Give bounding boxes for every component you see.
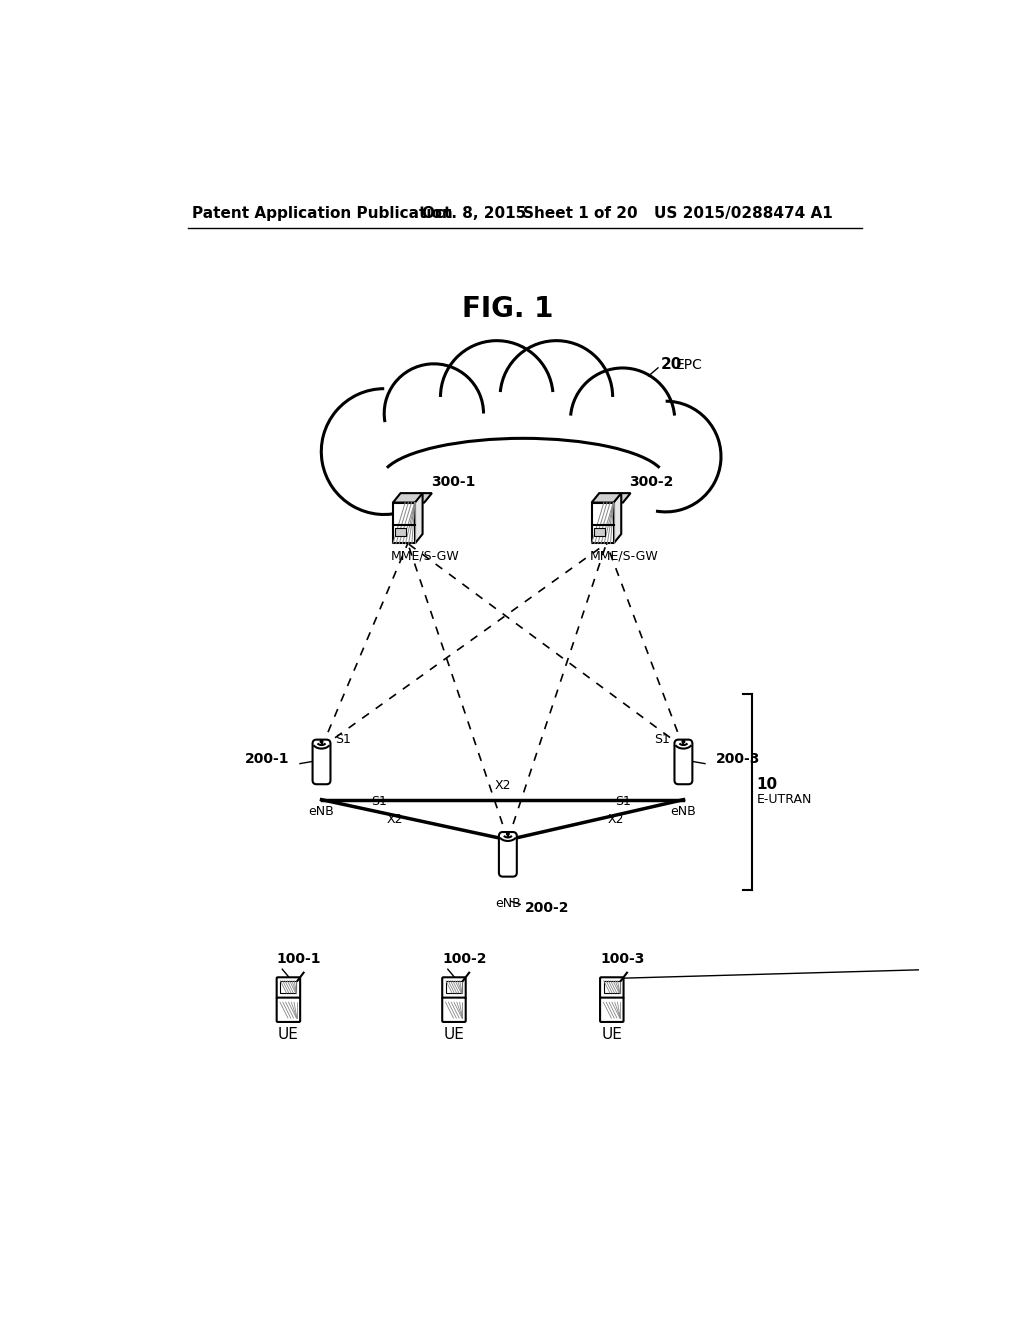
Text: Sheet 1 of 20: Sheet 1 of 20 — [523, 206, 638, 222]
Circle shape — [324, 391, 445, 512]
Bar — [281, 981, 297, 993]
Circle shape — [572, 370, 673, 471]
Bar — [445, 981, 462, 993]
Text: S1: S1 — [653, 733, 670, 746]
Text: 300-1: 300-1 — [431, 475, 475, 488]
Text: US 2015/0288474 A1: US 2015/0288474 A1 — [654, 206, 833, 222]
Text: eNB: eNB — [495, 898, 521, 911]
Text: 200-2: 200-2 — [524, 902, 569, 915]
Ellipse shape — [378, 400, 669, 520]
FancyBboxPatch shape — [675, 739, 692, 784]
Text: UE: UE — [443, 1027, 465, 1041]
FancyBboxPatch shape — [276, 998, 300, 1022]
Text: MME/S-GW: MME/S-GW — [590, 549, 658, 562]
Text: 20: 20 — [660, 358, 682, 372]
Circle shape — [442, 342, 551, 451]
Text: 200-1: 200-1 — [245, 752, 289, 766]
FancyBboxPatch shape — [600, 998, 624, 1022]
Circle shape — [507, 833, 509, 836]
Text: EPC: EPC — [676, 358, 702, 372]
Text: Patent Application Publication: Patent Application Publication — [193, 206, 453, 222]
FancyBboxPatch shape — [600, 977, 624, 999]
Text: 100-3: 100-3 — [600, 952, 645, 966]
Text: 200-3: 200-3 — [716, 752, 760, 766]
Bar — [594, 528, 605, 536]
Text: Oct. 8, 2015: Oct. 8, 2015 — [422, 206, 526, 222]
Bar — [592, 503, 613, 544]
FancyBboxPatch shape — [442, 998, 466, 1022]
FancyBboxPatch shape — [499, 832, 517, 876]
Text: 300-2: 300-2 — [630, 475, 674, 488]
Text: S1: S1 — [336, 733, 351, 746]
Polygon shape — [592, 494, 631, 503]
Circle shape — [321, 741, 323, 743]
Text: X2: X2 — [387, 813, 403, 826]
Circle shape — [682, 741, 685, 743]
Text: MME/S-GW: MME/S-GW — [391, 549, 460, 562]
FancyBboxPatch shape — [312, 739, 331, 784]
FancyBboxPatch shape — [276, 977, 300, 999]
Text: eNB: eNB — [308, 805, 335, 818]
Text: UE: UE — [278, 1027, 299, 1041]
Text: S1: S1 — [615, 795, 631, 808]
Bar — [393, 503, 415, 544]
Polygon shape — [393, 494, 432, 503]
FancyBboxPatch shape — [442, 977, 466, 999]
Bar — [395, 528, 407, 536]
Circle shape — [502, 342, 611, 451]
Text: FIG. 1: FIG. 1 — [462, 294, 554, 322]
Text: UE: UE — [601, 1027, 623, 1041]
Text: E-UTRAN: E-UTRAN — [757, 793, 812, 807]
Text: S1: S1 — [372, 795, 387, 808]
Circle shape — [386, 366, 482, 462]
Polygon shape — [613, 494, 622, 544]
Bar — [604, 981, 620, 993]
Polygon shape — [415, 494, 423, 544]
Ellipse shape — [384, 440, 663, 520]
Text: 10: 10 — [757, 776, 777, 792]
Text: eNB: eNB — [671, 805, 696, 818]
Text: X2: X2 — [495, 779, 511, 792]
Text: 100-1: 100-1 — [276, 952, 322, 966]
Text: 100-2: 100-2 — [442, 952, 486, 966]
Text: X2: X2 — [607, 813, 624, 826]
Circle shape — [612, 403, 719, 511]
